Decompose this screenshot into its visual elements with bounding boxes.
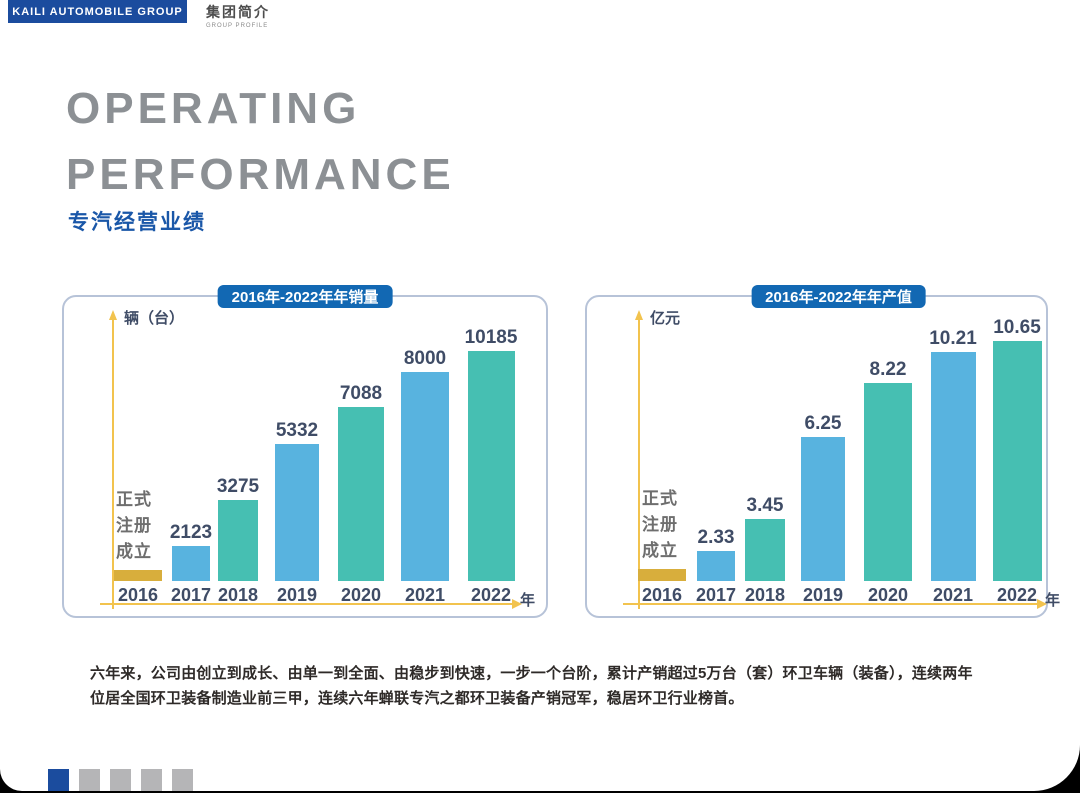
chart-plot-area: 辆（台） 年 2016 2123 2017 3275 2018 5332 2019 7088 202… xyxy=(64,297,546,616)
bar-2016 xyxy=(114,570,162,581)
y-axis-unit-label: 亿元 xyxy=(650,310,681,327)
sales-chart-panel: 2016年-2022年年销量辆（台） 年 2016 2123 2017 3275 2018 5… xyxy=(62,285,548,618)
x-tick-2022: 2022 xyxy=(470,585,512,605)
x-tick-2020: 2020 xyxy=(340,585,382,605)
footer-deco-squares xyxy=(48,769,193,791)
section-tab-group-profile[interactable]: 集团简介 GROUP PROFILE xyxy=(206,2,270,29)
bar-2019 xyxy=(801,437,845,581)
x-tick-2021: 2021 xyxy=(932,585,974,605)
x-tick-2020: 2020 xyxy=(867,585,909,605)
deco-square-1 xyxy=(48,769,69,791)
bar-value-2020: 8.22 xyxy=(869,359,907,380)
bar-2021 xyxy=(930,352,976,581)
founding-note: 正式 注册 成立 xyxy=(642,489,678,560)
x-tick-2019: 2019 xyxy=(276,585,318,605)
bar-2022 xyxy=(467,351,515,581)
summary-line2: 位居全国环卫装备制造业前三甲，连续六年蝉联专汽之都环卫装备产销冠军，稳居环卫行业… xyxy=(90,690,744,707)
summary-paragraph: 六年来，公司由创立到成长、由单一到全面、由稳步到快速，一步一个台阶，累计产销超过… xyxy=(90,661,1005,711)
bar-value-2019: 6.25 xyxy=(804,413,842,434)
bar-2017 xyxy=(697,551,735,581)
chart-title-badge: 2016年-2022年年产值 xyxy=(751,285,926,308)
chart-title-badge: 2016年-2022年年销量 xyxy=(217,285,393,308)
x-tick-2016: 2016 xyxy=(641,585,683,605)
bar-2022 xyxy=(992,341,1042,581)
x-tick-2017: 2017 xyxy=(170,585,212,605)
x-axis-line xyxy=(623,603,1037,605)
bar-value-2017: 2123 xyxy=(169,522,213,543)
page-title-line1: OPERATING xyxy=(66,84,361,133)
x-tick-2019: 2019 xyxy=(802,585,844,605)
section-tab-subtitle: GROUP PROFILE xyxy=(206,23,269,29)
bar-value-2021: 10.21 xyxy=(929,328,977,349)
brand-logo: KAILI AUTOMOBILE GROUP xyxy=(8,0,187,23)
y-axis-arrow-icon xyxy=(109,310,117,320)
founding-note: 正式 注册 成立 xyxy=(116,490,152,561)
x-axis-line xyxy=(100,603,512,605)
bar-2017 xyxy=(172,546,210,581)
bar-value-2018: 3.45 xyxy=(746,495,784,516)
section-tab-title: 集团简介 xyxy=(206,4,270,20)
y-axis-arrow-icon xyxy=(635,310,643,320)
bar-2016 xyxy=(638,569,686,581)
deco-square-5 xyxy=(172,769,193,791)
output-value-chart-panel: 2016年-2022年年产值亿元年 2016 2.33 2017 3.45 2018 6.2… xyxy=(585,285,1060,618)
bar-2021 xyxy=(401,372,449,581)
deco-square-4 xyxy=(141,769,162,791)
bar-2018 xyxy=(745,519,785,581)
x-tick-2018: 2018 xyxy=(744,585,786,605)
bar-2020 xyxy=(864,383,912,581)
y-axis-unit-label: 辆（台） xyxy=(124,310,185,327)
bar-value-2022: 10185 xyxy=(464,327,518,348)
page-subtitle: 专汽经营业绩 xyxy=(68,211,206,234)
bar-value-2019: 5332 xyxy=(275,420,319,441)
y-axis-line xyxy=(112,319,114,609)
summary-line1: 六年来，公司由创立到成长、由单一到全面、由稳步到快速，一步一个台阶，累计产销超过… xyxy=(90,665,973,682)
chart-plot-area: 亿元年 2016 2.33 2017 3.45 2018 6.25 2019 8.22 2020 1… xyxy=(587,297,1060,616)
page-title-line2: PERFORMANCE xyxy=(66,150,455,199)
bar-value-2017: 2.33 xyxy=(697,527,735,548)
page-title: OPERATING PERFORMANCE xyxy=(66,76,586,208)
x-tick-2022: 2022 xyxy=(996,585,1038,605)
x-tick-2018: 2018 xyxy=(217,585,259,605)
x-axis-arrow-icon xyxy=(512,599,522,609)
bar-value-2020: 7088 xyxy=(339,383,383,404)
bar-value-2022: 10.65 xyxy=(993,317,1041,338)
bar-value-2021: 8000 xyxy=(403,348,447,369)
x-tick-2016: 2016 xyxy=(117,585,159,605)
deco-square-2 xyxy=(79,769,100,791)
bar-2020 xyxy=(338,407,384,581)
x-axis-arrow-icon xyxy=(1037,599,1047,609)
x-axis-label: 年 xyxy=(520,592,536,609)
x-tick-2017: 2017 xyxy=(695,585,737,605)
x-axis-label: 年 xyxy=(1045,592,1061,609)
y-axis-line xyxy=(638,319,640,609)
deco-square-3 xyxy=(110,769,131,791)
bar-value-2018: 3275 xyxy=(216,476,260,497)
x-tick-2021: 2021 xyxy=(404,585,446,605)
bar-2018 xyxy=(218,500,258,581)
bar-2019 xyxy=(275,444,319,581)
